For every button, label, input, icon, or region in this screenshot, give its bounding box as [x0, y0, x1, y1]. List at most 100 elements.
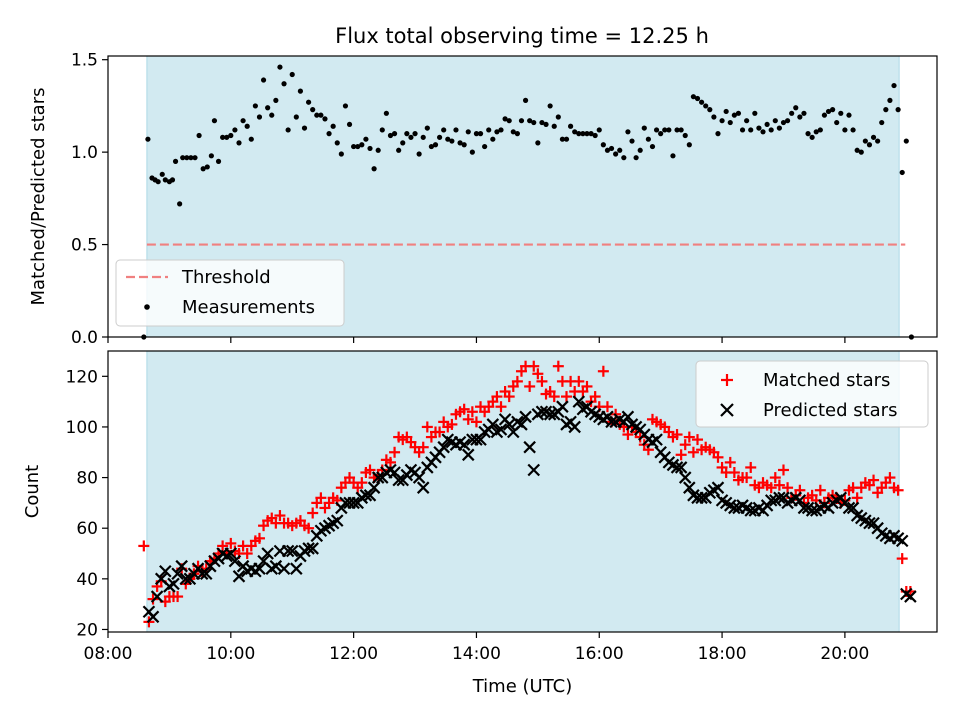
measurement-point [527, 118, 533, 124]
x-tick-label: 20:00 [820, 644, 869, 664]
legend-matched-label: Matched stars [763, 370, 890, 391]
legend-measurements-label: Measurements [182, 297, 315, 318]
measurement-point [184, 155, 190, 161]
measurement-point [748, 127, 754, 133]
measurement-point [211, 118, 218, 124]
matched-point [769, 472, 781, 484]
cross-stroke [257, 554, 270, 568]
measurement-point [192, 155, 198, 161]
legend-threshold-label: Threshold [181, 267, 271, 288]
cross-stroke [797, 501, 811, 515]
predicted-point [650, 433, 663, 446]
measurement-point [265, 105, 271, 111]
cross-stroke [171, 567, 184, 581]
measurement-point [649, 143, 656, 150]
predicted-point [670, 461, 684, 474]
measurement-point [404, 131, 410, 137]
cross-stroke [371, 471, 385, 484]
measurement-point [637, 147, 643, 153]
measurement-point [326, 131, 332, 137]
measurement-point [162, 177, 168, 183]
cross-stroke [453, 435, 467, 449]
cross-stroke [859, 514, 872, 527]
measurement-point [145, 136, 151, 142]
cross-stroke [662, 456, 676, 469]
ratio-panel: 0.0 0.5 1.0 1.5 Matched/Predicted stars Thr… [28, 51, 938, 348]
cross-stroke [584, 405, 598, 419]
measurement-point [510, 129, 516, 135]
measurement-point [383, 110, 389, 116]
predicted-point [486, 418, 500, 431]
measurement-point [576, 131, 582, 137]
measurement-point [363, 136, 369, 142]
time-x-axis: 08:00 10:00 12:00 14:00 16:00 18:00 20:00 [84, 632, 869, 664]
measurement-point [514, 131, 520, 137]
x-tick-label: 16:00 [575, 644, 624, 664]
matched-point [548, 391, 560, 403]
measurement-point [690, 94, 697, 100]
predicted-point [543, 408, 557, 421]
measurement-point [482, 143, 488, 150]
cross-stroke [494, 423, 508, 436]
measurement-point [396, 147, 402, 153]
matched-point [777, 464, 789, 476]
measurement-point [273, 97, 279, 103]
measurement-point [846, 112, 852, 118]
legend-matched-swatch [721, 374, 733, 386]
measurement-point [318, 112, 324, 118]
matched-point [536, 375, 548, 387]
matched-point [274, 510, 286, 522]
matched-point [687, 446, 699, 458]
predicted-point [457, 438, 471, 451]
measurement-point [375, 147, 381, 153]
y-tick-label: 20 [76, 620, 98, 640]
cross-stroke [232, 570, 246, 583]
matched-point [884, 472, 896, 484]
ratio-y-label: Matched/Predicted stars [28, 88, 49, 306]
matched-point [741, 472, 753, 484]
matched-point [384, 456, 396, 468]
measurement-point [662, 127, 668, 133]
predicted-point [895, 534, 909, 548]
measurement-point [432, 142, 439, 148]
x-tick-label: 18:00 [698, 644, 747, 664]
matched-point [745, 461, 757, 473]
measurement-point [617, 147, 623, 153]
y-tick-label: 100 [66, 418, 98, 438]
cross-stroke [416, 481, 430, 494]
cross-stroke [330, 514, 344, 527]
y-tick-label: 0.5 [71, 236, 98, 256]
cross-stroke [347, 496, 360, 510]
matched-point [303, 522, 315, 534]
predicted-point [290, 562, 303, 575]
predicted-point [683, 481, 696, 494]
measurement-point [408, 134, 414, 140]
cross-stroke [527, 463, 541, 477]
matched-point [892, 484, 904, 496]
predicted-point [167, 577, 180, 591]
x-tick-label: 10:00 [206, 644, 255, 664]
cross-stroke [723, 499, 737, 512]
predicted-point [764, 494, 778, 507]
ratio-legend: Threshold Measurements [115, 259, 345, 327]
matched-point [675, 449, 687, 461]
cross-stroke [179, 572, 193, 586]
matched-point [241, 548, 253, 560]
matched-point [138, 540, 150, 552]
measurement-point [555, 114, 561, 120]
matched-point [622, 429, 634, 441]
cross-stroke [461, 448, 475, 462]
measurement-point [334, 140, 340, 146]
measurement-point [305, 99, 312, 105]
cross-stroke [572, 395, 586, 408]
predicted-point [846, 501, 860, 515]
measurement-point [277, 64, 283, 70]
matched-point [671, 429, 683, 441]
measurement-point [420, 134, 426, 140]
measurement-point [784, 118, 791, 124]
measurement-point [568, 123, 574, 129]
measurement-point [330, 123, 336, 129]
measurement-point [764, 121, 770, 128]
y-tick-label: 0.0 [71, 328, 98, 348]
cross-stroke [719, 496, 733, 510]
